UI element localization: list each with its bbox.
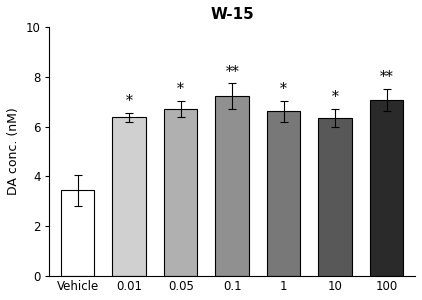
Text: **: ** <box>380 70 394 84</box>
Bar <box>319 118 352 276</box>
Bar <box>113 117 146 276</box>
Title: W-15: W-15 <box>210 7 254 22</box>
Bar <box>164 109 197 276</box>
Bar <box>61 190 95 276</box>
Text: *: * <box>126 94 133 108</box>
Text: *: * <box>177 82 184 96</box>
Bar <box>370 100 403 276</box>
Text: *: * <box>332 90 339 104</box>
Y-axis label: DA conc. (nM): DA conc. (nM) <box>7 108 20 196</box>
Bar <box>267 111 300 276</box>
Text: *: * <box>280 82 287 96</box>
Bar <box>216 96 249 276</box>
Text: **: ** <box>225 65 239 79</box>
